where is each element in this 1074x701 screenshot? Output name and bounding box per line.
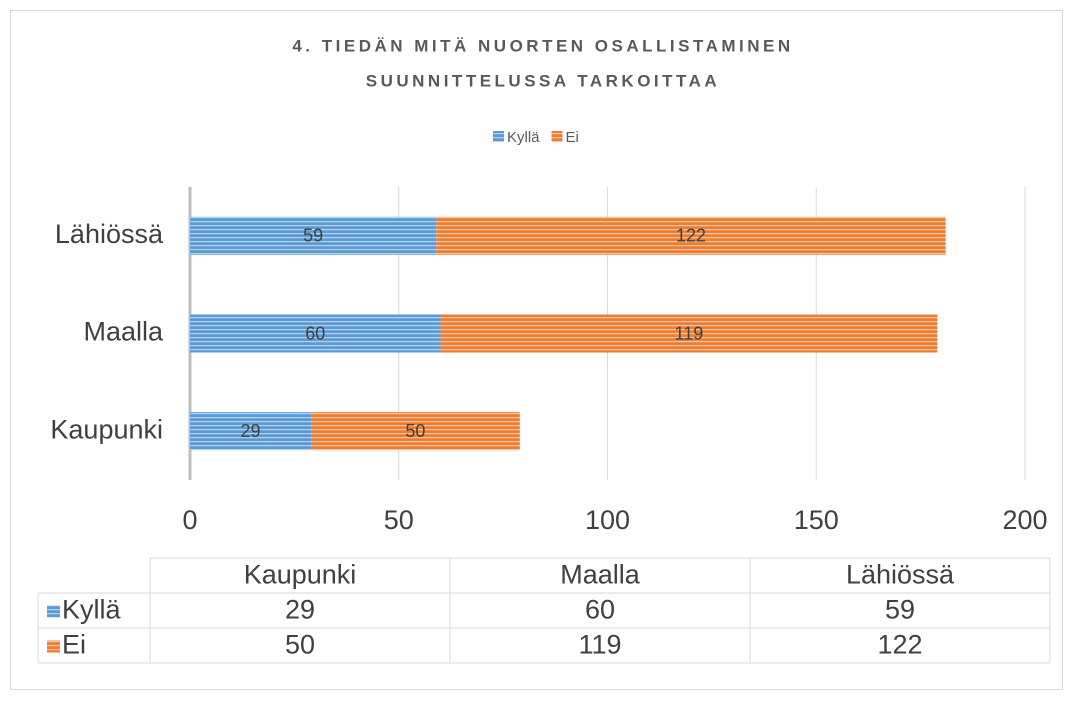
- y-tick-label: Maalla: [83, 317, 164, 347]
- data-label: 122: [676, 226, 706, 246]
- table-cell: 59: [885, 595, 915, 625]
- legend-label: Ei: [566, 129, 579, 146]
- table-header: Kaupunki: [244, 560, 357, 590]
- y-tick-label: Kaupunki: [50, 414, 163, 444]
- x-tick-label: 150: [794, 505, 839, 535]
- data-label: 59: [303, 226, 323, 246]
- y-tick-label: Lähiössä: [55, 219, 164, 249]
- data-label: 29: [241, 421, 261, 441]
- data-label: 119: [675, 323, 704, 343]
- table-cell: 29: [285, 595, 315, 625]
- table-cell: 50: [285, 630, 315, 660]
- table-legend-swatch: [47, 640, 60, 653]
- table-row-label: Ei: [62, 630, 86, 660]
- x-tick-label: 100: [585, 505, 630, 535]
- bar: [190, 314, 441, 353]
- chart-title: 4. TIEDÄN MITÄ NUORTEN OSALLISTAMINEN: [292, 36, 793, 55]
- chart-title: SUUNNITTELUSSA TARKOITTAA: [366, 71, 720, 90]
- x-tick-label: 200: [1002, 505, 1047, 535]
- x-tick-label: 50: [384, 505, 414, 535]
- table-cell: 122: [877, 630, 922, 660]
- data-label: 50: [405, 421, 425, 441]
- table-row-label: Kyllä: [62, 595, 122, 625]
- bar: [190, 216, 437, 255]
- legend-label: Kyllä: [507, 129, 540, 146]
- bar: [436, 216, 946, 255]
- bar: [440, 314, 938, 353]
- table-header: Maalla: [560, 560, 641, 590]
- legend-swatch: [493, 131, 504, 142]
- table-cell: 119: [578, 630, 621, 660]
- table-legend-swatch: [47, 605, 60, 618]
- data-label: 60: [305, 323, 325, 343]
- legend-swatch: [551, 131, 563, 142]
- table-cell: 60: [585, 595, 615, 625]
- bar: [190, 412, 312, 451]
- table-header: Lähiössä: [846, 560, 955, 590]
- x-tick-label: 0: [182, 505, 197, 535]
- bar: [311, 412, 520, 451]
